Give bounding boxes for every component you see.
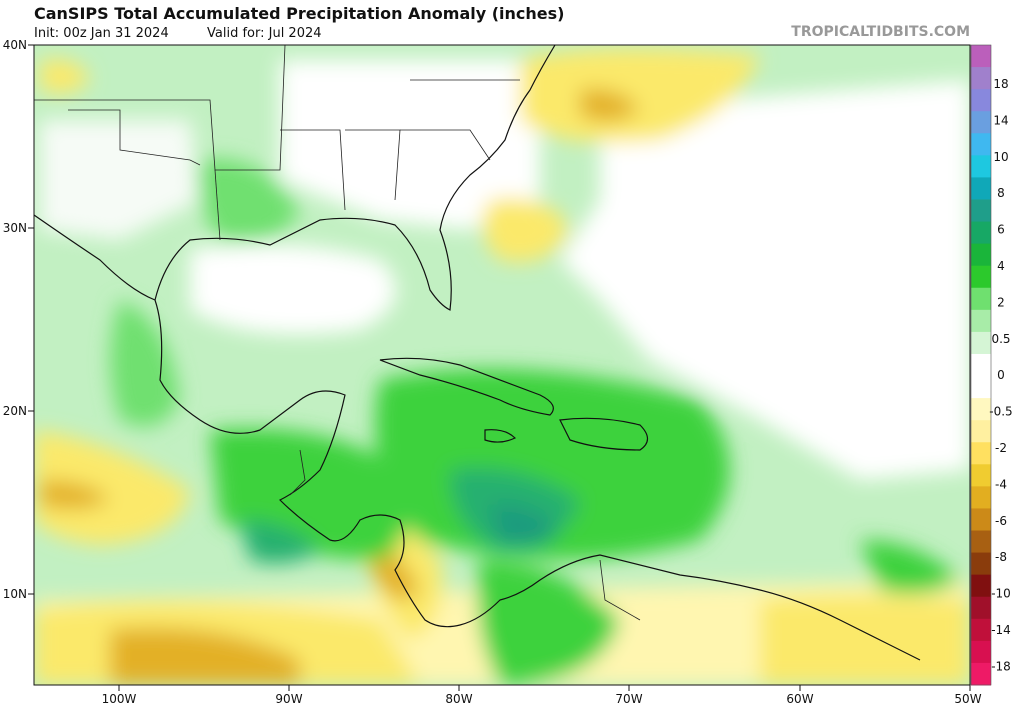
lon-tick-label: 80W: [445, 692, 472, 706]
colorbar-swatch: [971, 398, 991, 421]
lon-tick-label: 50W: [954, 692, 981, 706]
colorbar-swatch: [971, 331, 991, 355]
init-time: Init: 00z Jan 31 2024: [34, 26, 169, 41]
lat-tick-label: 40N: [3, 38, 27, 52]
lon-tick-label: 90W: [275, 692, 302, 706]
colorbar-swatch: [971, 155, 991, 178]
longitude-axis: 100W 90W 80W 70W 60W 50W: [102, 685, 982, 706]
colorbar-swatch: [971, 221, 991, 245]
lon-tick-label: 70W: [615, 692, 642, 706]
colorbar-swatch: [971, 662, 991, 686]
colorbar-swatch: [971, 574, 991, 598]
colorbar-swatch: [971, 596, 991, 620]
colorbar-label: 2: [997, 295, 1005, 309]
colorbar-label: 14: [993, 113, 1008, 127]
colorbar-swatch: [971, 618, 991, 642]
colorbar-label: 0.5: [991, 332, 1010, 346]
colorbar-swatch: [971, 67, 991, 90]
colorbar-swatch: [971, 243, 991, 267]
colorbar-label: 0: [997, 368, 1005, 382]
colorbar-swatch: [971, 265, 991, 289]
colorbar-label: 4: [997, 259, 1005, 273]
colorbar-swatch: [971, 442, 991, 465]
source-watermark: TROPICALTIDBITS.COM: [791, 24, 970, 40]
colorbar-swatch: [971, 552, 991, 576]
colorbar-swatch: [971, 111, 991, 134]
colorbar-label: -14: [991, 623, 1011, 637]
colorbar-swatch: [971, 376, 991, 399]
anomaly-field: [34, 45, 970, 685]
lon-tick-label: 60W: [786, 692, 813, 706]
colorbar: 18 14 10 8 6 4 2 0.5 0 -0.5 -2 -4 -6 -8 -10 -14 -18: [970, 44, 1013, 686]
colorbar-swatch: [971, 45, 991, 68]
colorbar-frame: [970, 44, 992, 686]
colorbar-swatch: [971, 508, 991, 532]
colorbar-label: -4: [995, 477, 1007, 491]
colorbar-label: -2: [995, 441, 1007, 455]
colorbar-label: -6: [995, 514, 1007, 528]
lat-tick-label: 20N: [3, 404, 27, 418]
map-title: CanSIPS Total Accumulated Precipitation …: [34, 4, 565, 23]
colorbar-swatch: [971, 486, 991, 509]
coastlines: [34, 45, 921, 661]
colorbar-swatch: [971, 287, 991, 311]
colorbar-swatch: [971, 420, 991, 443]
colorbar-label: 18: [993, 77, 1008, 91]
valid-time: Valid for: Jul 2024: [207, 26, 322, 41]
map-frame: [33, 44, 971, 686]
lon-tick-label: 100W: [102, 692, 137, 706]
colorbar-swatch: [971, 640, 991, 664]
latitude-axis: 40N 30N 20N 10N: [3, 38, 34, 601]
colorbar-label: -10: [991, 587, 1011, 601]
colorbar-label: 6: [997, 223, 1005, 237]
colorbar-swatch: [971, 133, 991, 156]
lat-tick-label: 30N: [3, 221, 27, 235]
lat-tick-label: 10N: [3, 587, 27, 601]
colorbar-label: 8: [997, 186, 1005, 200]
colorbar-label: -8: [995, 550, 1007, 564]
colorbar-label: 10: [993, 150, 1008, 164]
colorbar-label: -0.5: [989, 405, 1012, 419]
colorbar-swatch: [971, 199, 991, 223]
colorbar-swatch: [971, 530, 991, 554]
colorbar-swatch: [971, 353, 991, 377]
colorbar-swatch: [971, 177, 991, 200]
colorbar-swatch: [971, 89, 991, 112]
colorbar-swatch: [971, 309, 991, 333]
colorbar-label: -18: [991, 659, 1011, 673]
borders: [34, 45, 641, 621]
colorbar-swatch: [971, 464, 991, 487]
